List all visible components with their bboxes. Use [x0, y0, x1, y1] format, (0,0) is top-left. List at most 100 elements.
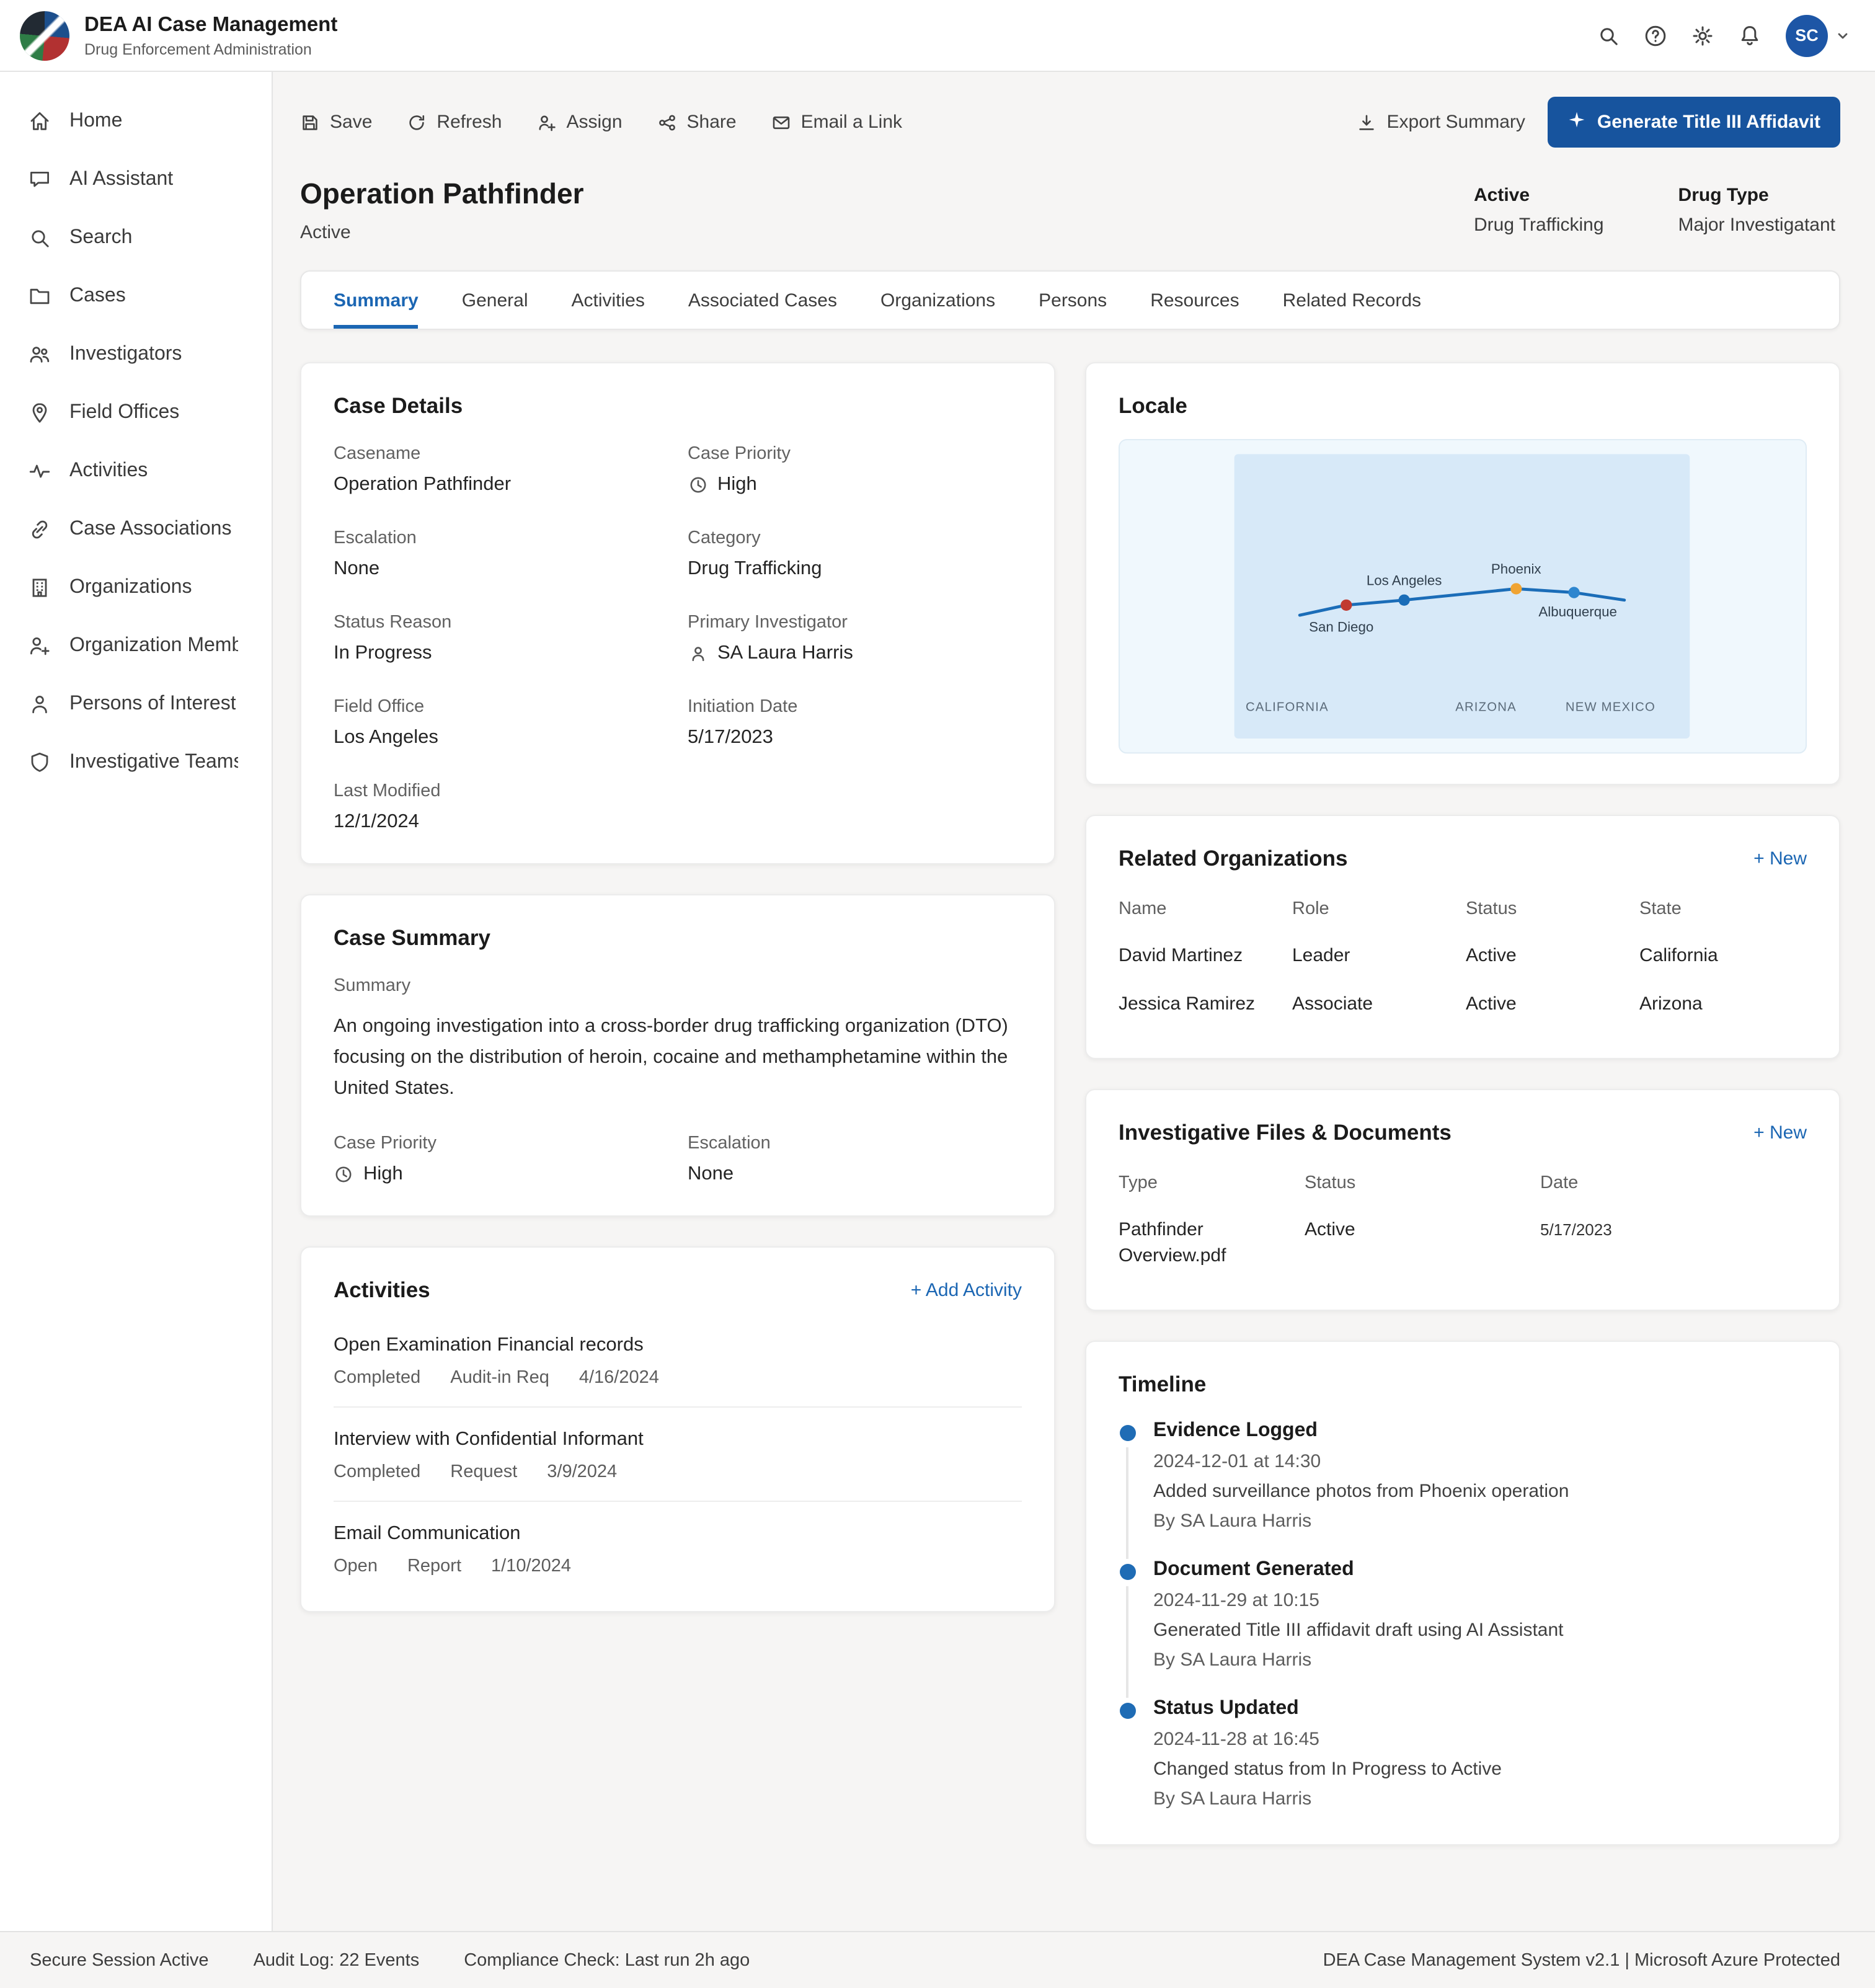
activity-title: Email Communication	[334, 1523, 521, 1545]
save-button[interactable]: Save	[300, 112, 372, 133]
new-organization-button[interactable]: + New	[1753, 848, 1807, 869]
sidebar-item-case-associations[interactable]: Case Associations	[0, 500, 272, 558]
tab-organizations[interactable]: Organizations	[880, 290, 996, 311]
tab-resources[interactable]: Resources	[1150, 290, 1239, 311]
field-case-priority: Case Priority High	[688, 444, 1022, 496]
timeline-event-time: 2024-12-01 at 14:30	[1153, 1450, 1321, 1472]
locale-map: San Diego Los Angeles Phoenix Albuquerqu…	[1119, 439, 1807, 754]
sidebar-item-label: Cases	[69, 285, 126, 306]
location-pin-icon	[27, 400, 52, 425]
assign-button[interactable]: Assign	[536, 112, 623, 133]
sidebar-item-investigative-teams[interactable]: Investigative Teams	[0, 733, 272, 791]
sidebar-item-activities[interactable]: Activities	[0, 442, 272, 500]
search-icon[interactable]	[1587, 14, 1629, 56]
link-icon	[27, 517, 52, 541]
timeline-event-author: By SA Laura Harris	[1153, 1649, 1312, 1671]
refresh-button[interactable]: Refresh	[407, 112, 502, 133]
tab-activities[interactable]: Activities	[571, 290, 645, 311]
column-header: Type	[1119, 1173, 1158, 1193]
related-organizations-title: Related Organizations	[1119, 845, 1348, 871]
field-value-text: SA Laura Harris	[717, 642, 853, 663]
sidebar-item-field-offices[interactable]: Field Offices	[0, 383, 272, 442]
chevron-down-icon[interactable]	[1833, 25, 1853, 45]
secure-session-status: Secure Session Active	[30, 1950, 209, 1970]
column-header: Date	[1540, 1173, 1579, 1193]
sidebar-item-ai-assistant[interactable]: AI Assistant	[0, 150, 272, 208]
field-initiation-date: Initiation Date 5/17/2023	[688, 697, 1022, 749]
cell-role: Associate	[1292, 993, 1373, 1014]
field-label: Case Priority	[334, 1134, 437, 1154]
shield-icon	[27, 750, 52, 774]
timeline-connector	[1126, 1586, 1128, 1698]
city-label-san-diego: San Diego	[1309, 619, 1373, 634]
export-summary-button[interactable]: Export Summary	[1357, 112, 1525, 133]
field-value: High	[688, 474, 1022, 496]
help-icon[interactable]	[1634, 14, 1677, 56]
field-category: Category Drug Trafficking	[688, 528, 1022, 580]
tab-bar: Summary General Activities Associated Ca…	[300, 270, 1840, 330]
field-label: Field Office	[334, 697, 425, 717]
sidebar-item-organization-members[interactable]: Organization Members	[0, 616, 272, 675]
sidebar-item-investigators[interactable]: Investigators	[0, 325, 272, 383]
field-last-modified: Last Modified 12/1/2024	[334, 781, 668, 833]
timeline-event-title: Document Generated	[1153, 1558, 1354, 1580]
share-button[interactable]: Share	[657, 112, 737, 133]
activity-title: Interview with Confidential Informant	[334, 1429, 644, 1450]
generate-affidavit-button[interactable]: Generate Title III Affidavit	[1547, 97, 1840, 148]
header-field-drug-type: Drug Type Major Investigatant	[1678, 185, 1835, 236]
field-label: Last Modified	[334, 781, 441, 801]
audit-log-status: Audit Log: 22 Events	[253, 1950, 420, 1970]
app-title: DEA AI Case Management	[84, 13, 338, 35]
main-content: Save Refresh Assign Share Email a Link E…	[273, 72, 1875, 1931]
locale-title: Locale	[1119, 393, 1187, 418]
system-version: DEA Case Management System v2.1 | Micros…	[1323, 1950, 1840, 1970]
settings-icon[interactable]	[1682, 14, 1724, 56]
avatar[interactable]: SC	[1786, 14, 1828, 56]
tab-general[interactable]: General	[461, 290, 528, 311]
city-label-los-angeles: Los Angeles	[1367, 572, 1442, 588]
activity-status: Completed	[334, 1462, 421, 1483]
email-link-button[interactable]: Email a Link	[771, 112, 902, 133]
column-header: Status	[1466, 899, 1517, 919]
field-value: 5/17/2023	[688, 727, 773, 748]
tab-persons[interactable]: Persons	[1039, 290, 1107, 311]
field-value: In Progress	[334, 642, 432, 663]
timeline-event: Evidence Logged 2024-12-01 at 14:30 Adde…	[1119, 1419, 1807, 1559]
tab-associated-cases[interactable]: Associated Cases	[688, 290, 837, 311]
add-activity-button[interactable]: + Add Activity	[910, 1280, 1022, 1302]
summary-text: An ongoing investigation into a cross-bo…	[334, 1016, 1008, 1099]
sidebar-item-label: Home	[69, 110, 123, 131]
activity-title: Open Examination Financial records	[334, 1334, 644, 1356]
sidebar-item-search[interactable]: Search	[0, 208, 272, 267]
notifications-icon[interactable]	[1729, 14, 1771, 56]
summary-label: Summary	[334, 976, 411, 996]
timeline-event-time: 2024-11-29 at 10:15	[1153, 1589, 1319, 1611]
generate-affidavit-label: Generate Title III Affidavit	[1597, 112, 1820, 133]
tab-related-records[interactable]: Related Records	[1282, 290, 1422, 311]
timeline-event: Status Updated 2024-11-28 at 16:45 Chang…	[1119, 1697, 1807, 1814]
list-item[interactable]: Interview with Confidential Informant Co…	[334, 1408, 1022, 1502]
field-value: Los Angeles	[334, 727, 438, 748]
cell-role: Leader	[1292, 944, 1350, 966]
field-status-reason: Status Reason In Progress	[334, 613, 668, 665]
sidebar-item-cases[interactable]: Cases	[0, 267, 272, 325]
activity-date: 4/16/2024	[578, 1368, 659, 1388]
new-file-button[interactable]: + New	[1753, 1122, 1807, 1143]
case-summary-card: Case Summary Summary An ongoing investig…	[300, 894, 1055, 1217]
related-organizations-card: Related Organizations + New Name Role St…	[1085, 814, 1840, 1059]
field-label: Initiation Date	[688, 697, 798, 717]
sidebar-item-persons-of-interest[interactable]: Persons of Interest	[0, 675, 272, 733]
field-label: Escalation	[688, 1134, 771, 1154]
app-header: DEA AI Case Management Drug Enforcement …	[0, 0, 1875, 72]
timeline-event-description: Generated Title III affidavit draft usin…	[1153, 1619, 1564, 1641]
sidebar-item-organizations[interactable]: Organizations	[0, 558, 272, 616]
case-summary-title: Case Summary	[334, 925, 490, 950]
page-header: Operation Pathfinder Active Active Drug …	[300, 177, 1840, 243]
tab-summary[interactable]: Summary	[334, 272, 419, 329]
sidebar-item-home[interactable]: Home	[0, 92, 272, 150]
sidebar-item-label: Organizations	[69, 576, 192, 597]
list-item[interactable]: Email Communication Open Report 1/10/202…	[334, 1502, 1022, 1582]
email-link-label: Email a Link	[800, 112, 902, 133]
timeline-connector	[1126, 1447, 1128, 1559]
list-item[interactable]: Open Examination Financial records Compl…	[334, 1314, 1022, 1408]
